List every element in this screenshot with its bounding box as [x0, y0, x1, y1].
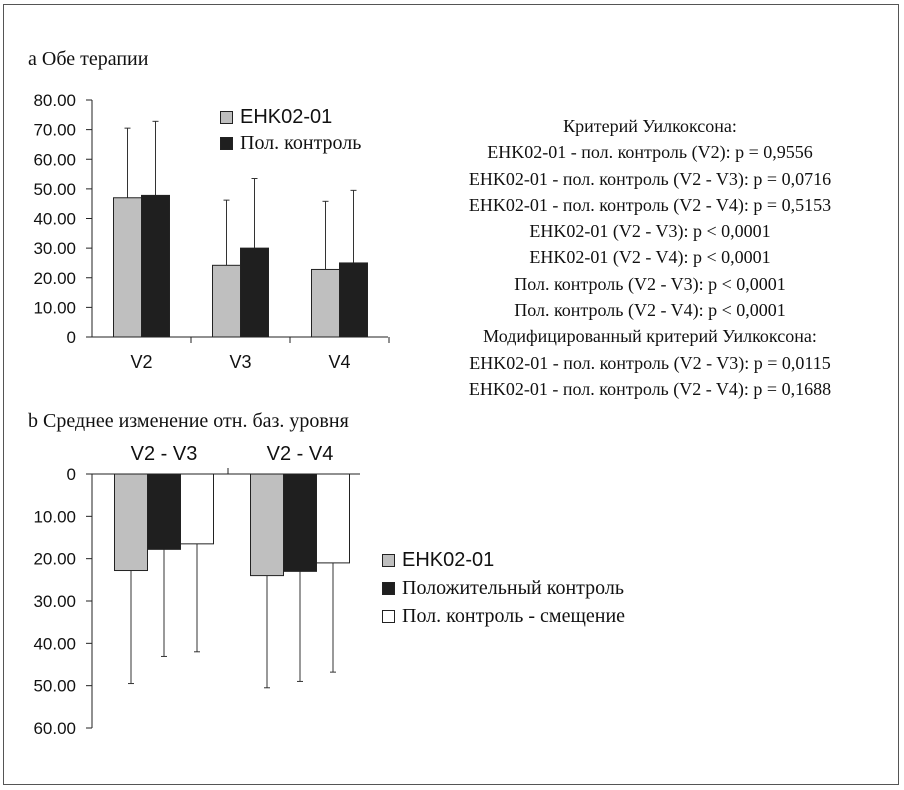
legend-swatch-ehk [382, 553, 395, 567]
bar [114, 473, 148, 572]
legend-swatch-control [220, 136, 233, 150]
bar [339, 262, 368, 338]
x-tick-label: V2 [130, 352, 152, 372]
stat-line: EHK02-01 - пол. контроль (V2 - V3): p = … [468, 168, 832, 189]
y-tick-label: 20.00 [33, 550, 76, 569]
y-tick-label: 40.00 [33, 210, 76, 229]
y-tick-label: 50.00 [33, 180, 76, 199]
bar [283, 473, 317, 572]
bar [141, 194, 170, 338]
x-tick-label: V3 [229, 352, 251, 372]
legend-label: EHK02-01 [402, 548, 495, 571]
bar [212, 264, 241, 338]
y-tick-label: 70.00 [33, 121, 76, 140]
x-tick-label: V4 [328, 352, 350, 372]
bar [250, 473, 284, 577]
bar [147, 473, 181, 550]
y-tick-label: 10.00 [33, 298, 76, 317]
stat-line: Пол. контроль (V2 - V4): p < 0,0001 [514, 300, 786, 321]
legend-item: Положительный контроль [382, 574, 625, 602]
stat-line: Пол. контроль (V2 - V3): p < 0,0001 [514, 273, 786, 294]
stat-line: EHK02-01 - пол. контроль (V2 - V3): p = … [469, 352, 831, 373]
y-tick-label: 60.00 [33, 150, 76, 169]
legend-item: Пол. контроль - смещение [382, 602, 625, 630]
stat-line: Модифицированный критерий Уилкоксона: [483, 326, 817, 347]
bar [316, 473, 350, 564]
stat-line: EHK02-01 - пол. контроль (V2): p = 0,955… [487, 142, 813, 163]
legend-label: Пол. контроль - смещение [402, 604, 626, 627]
legend-swatch-positive-control [382, 581, 395, 595]
stat-line: EHK02-01 (V2 - V4): p < 0,0001 [529, 247, 771, 268]
stat-line: EHK02-01 - пол. контроль (V2 - V4): p = … [468, 378, 832, 399]
legend-swatch-ehk [220, 110, 233, 124]
panel-a-legend: EHK02-01 Пол. контроль [220, 104, 361, 156]
y-tick-label: 30.00 [33, 592, 76, 611]
y-tick-label: 80.00 [33, 91, 76, 110]
bar [180, 473, 214, 545]
y-tick-label: 50.00 [33, 677, 76, 696]
panel-b-plot: 0 10.00 20.00 30.00 40.00 50.00 60.00 V2 - V3 V2… [33, 443, 360, 738]
legend-item: EHK02-01 [382, 546, 625, 574]
panel-b-title: b Среднее изменение отн. баз. уровня [28, 410, 349, 432]
legend-item: Пол. контроль [220, 130, 361, 156]
figure-border [3, 4, 899, 785]
y-tick-label: 0 [67, 328, 76, 347]
y-tick-label: 60.00 [33, 719, 76, 738]
legend-swatch-control-bias [382, 609, 395, 623]
legend-label: Пол. контроль [240, 131, 362, 154]
x-category-label: V2 - V4 [267, 443, 334, 465]
panel-b-legend: EHK02-01 Положительный контроль Пол. кон… [382, 546, 625, 630]
y-tick-label: 20.00 [33, 269, 76, 288]
panel-a-title: a Обе терапии [28, 48, 149, 70]
y-tick-label: 10.00 [33, 507, 76, 526]
legend-label: Положительный контроль [402, 576, 624, 599]
y-tick-label: 40.00 [33, 634, 76, 653]
stat-line: EHK02-01 - пол. контроль (V2 - V4): p = … [468, 194, 832, 215]
stat-line: EHK02-01 (V2 - V3): p < 0,0001 [529, 221, 771, 242]
y-tick-label: 0 [67, 465, 76, 484]
bar [113, 197, 142, 338]
legend-label: EHK02-01 [240, 105, 333, 128]
x-category-label: V2 - V3 [131, 443, 198, 465]
bar [240, 247, 269, 338]
legend-item: EHK02-01 [220, 104, 361, 130]
panel-a-plot: 80.00 70.00 60.00 50.00 40.00 30.00 20.00 10.00… [33, 91, 390, 372]
stat-line: Критерий Уилкоксона: [563, 116, 737, 136]
statistics-block: Критерий Уилкоксона: EHK02-01 - пол. конт… [410, 113, 890, 402]
bar [311, 268, 340, 338]
y-tick-label: 30.00 [33, 239, 76, 258]
